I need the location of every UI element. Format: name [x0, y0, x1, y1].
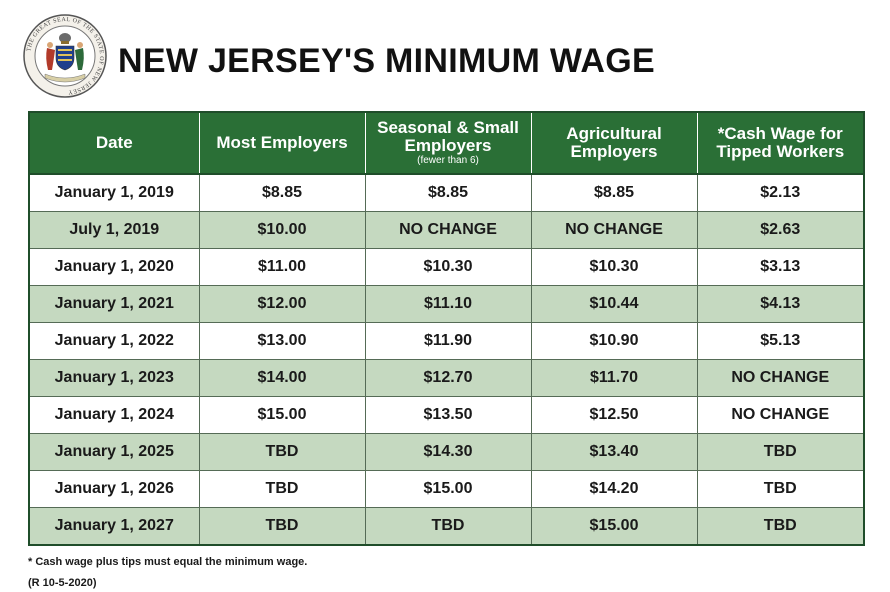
table-row: January 1, 2025 TBD $14.30 $13.40 TBD: [28, 433, 865, 471]
cell-tipped-cash-wage: NO CHANGE: [696, 359, 865, 397]
column-header-seasonal-small: Seasonal & Small Employers (fewer than 6…: [364, 111, 532, 175]
cell-date: January 1, 2019: [28, 173, 200, 212]
column-header-label: Seasonal & Small Employers: [377, 118, 519, 156]
cell-date: January 1, 2023: [28, 359, 200, 397]
cell-tipped-cash-wage: $3.13: [696, 248, 865, 286]
column-header-agricultural: Agricultural Employers: [530, 111, 698, 175]
cell-agricultural: $13.40: [530, 433, 698, 471]
cell-date: January 1, 2025: [28, 433, 200, 471]
cell-seasonal-small: $10.30: [364, 248, 532, 286]
table-row: January 1, 2022 $13.00 $11.90 $10.90 $5.…: [28, 322, 865, 360]
cell-agricultural: $10.90: [530, 322, 698, 360]
column-header-sublabel: (fewer than 6): [417, 155, 479, 167]
column-header-label: Agricultural Employers: [566, 124, 662, 161]
minimum-wage-table: Date Most Employers Seasonal & Small Emp…: [28, 111, 865, 546]
table-row: January 1, 2026 TBD $15.00 $14.20 TBD: [28, 470, 865, 508]
cell-seasonal-small: NO CHANGE: [364, 211, 532, 249]
cell-seasonal-small: $14.30: [364, 433, 532, 471]
table-row: January 1, 2019 $8.85 $8.85 $8.85 $2.13: [28, 173, 865, 212]
cell-seasonal-small: TBD: [364, 507, 532, 546]
cell-date: January 1, 2021: [28, 285, 200, 323]
page-title: NEW JERSEY'S MINIMUM WAGE: [118, 42, 655, 80]
column-header-label: *Cash Wage for Tipped Workers: [716, 124, 845, 161]
column-header-most-employers: Most Employers: [198, 111, 366, 175]
cell-tipped-cash-wage: TBD: [696, 507, 865, 546]
cell-agricultural: $11.70: [530, 359, 698, 397]
revision-code: (R 10-5-2020): [28, 577, 97, 589]
table-row: January 1, 2020 $11.00 $10.30 $10.30 $3.…: [28, 248, 865, 286]
column-header-tipped-workers: *Cash Wage for Tipped Workers: [696, 111, 865, 175]
table-row: July 1, 2019 $10.00 NO CHANGE NO CHANGE …: [28, 211, 865, 249]
cell-date: January 1, 2020: [28, 248, 200, 286]
cell-seasonal-small: $8.85: [364, 173, 532, 212]
cell-agricultural: $12.50: [530, 396, 698, 434]
cell-agricultural: $14.20: [530, 470, 698, 508]
cell-date: January 1, 2024: [28, 396, 200, 434]
cell-agricultural: $10.30: [530, 248, 698, 286]
cell-most-employers: $15.00: [198, 396, 366, 434]
cell-agricultural: $15.00: [530, 507, 698, 546]
cell-most-employers: $12.00: [198, 285, 366, 323]
cell-most-employers: $8.85: [198, 173, 366, 212]
cell-tipped-cash-wage: NO CHANGE: [696, 396, 865, 434]
table-header-row: Date Most Employers Seasonal & Small Emp…: [28, 111, 865, 175]
cell-seasonal-small: $11.10: [364, 285, 532, 323]
cell-date: January 1, 2026: [28, 470, 200, 508]
cell-most-employers: TBD: [198, 507, 366, 546]
state-seal-icon: THE GREAT SEAL OF THE STATE OF NEW JERSE…: [23, 14, 107, 98]
cell-most-employers: $11.00: [198, 248, 366, 286]
cell-date: July 1, 2019: [28, 211, 200, 249]
column-header-date: Date: [28, 111, 200, 175]
cell-agricultural: $10.44: [530, 285, 698, 323]
cell-most-employers: TBD: [198, 433, 366, 471]
cell-seasonal-small: $12.70: [364, 359, 532, 397]
cell-date: January 1, 2022: [28, 322, 200, 360]
cell-date: January 1, 2027: [28, 507, 200, 546]
cell-most-employers: TBD: [198, 470, 366, 508]
cell-tipped-cash-wage: TBD: [696, 470, 865, 508]
column-header-label: Most Employers: [216, 133, 348, 153]
table-row: January 1, 2024 $15.00 $13.50 $12.50 NO …: [28, 396, 865, 434]
table-row: January 1, 2027 TBD TBD $15.00 TBD: [28, 507, 865, 546]
cell-tipped-cash-wage: TBD: [696, 433, 865, 471]
cell-tipped-cash-wage: $4.13: [696, 285, 865, 323]
table-row: January 1, 2023 $14.00 $12.70 $11.70 NO …: [28, 359, 865, 397]
cell-seasonal-small: $11.90: [364, 322, 532, 360]
cell-tipped-cash-wage: $5.13: [696, 322, 865, 360]
cell-tipped-cash-wage: $2.13: [696, 173, 865, 212]
footnote: * Cash wage plus tips must equal the min…: [28, 556, 308, 568]
cell-agricultural: NO CHANGE: [530, 211, 698, 249]
cell-most-employers: $10.00: [198, 211, 366, 249]
table-row: January 1, 2021 $12.00 $11.10 $10.44 $4.…: [28, 285, 865, 323]
cell-agricultural: $8.85: [530, 173, 698, 212]
cell-most-employers: $14.00: [198, 359, 366, 397]
cell-seasonal-small: $13.50: [364, 396, 532, 434]
column-header-label: Date: [95, 133, 133, 153]
cell-tipped-cash-wage: $2.63: [696, 211, 865, 249]
cell-most-employers: $13.00: [198, 322, 366, 360]
cell-seasonal-small: $15.00: [364, 470, 532, 508]
